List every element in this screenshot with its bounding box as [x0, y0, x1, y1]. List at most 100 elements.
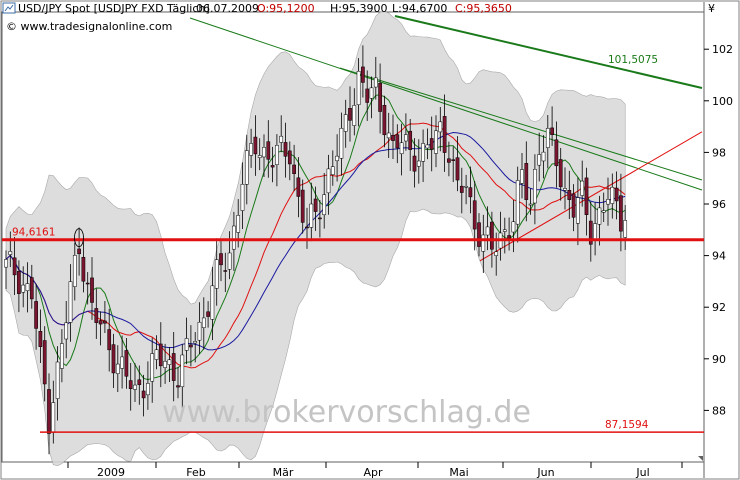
candle-body	[60, 343, 64, 369]
candle-body	[477, 222, 481, 247]
candle-body	[137, 379, 142, 385]
candle-body	[558, 159, 563, 188]
candle-body	[335, 155, 339, 162]
candle-body	[326, 168, 331, 194]
candle-body	[623, 220, 628, 238]
candle-body	[257, 155, 262, 158]
candle-body	[111, 344, 116, 374]
x-tick-label: 2009	[97, 466, 125, 479]
candle-body	[107, 329, 112, 351]
candle-body	[365, 88, 370, 103]
candle-body	[472, 200, 477, 230]
candle-body	[34, 301, 38, 329]
candle-body	[51, 402, 56, 433]
candle-body	[103, 320, 107, 324]
candle-body	[541, 151, 546, 162]
high-value: H:95,3900	[330, 2, 387, 15]
candle-body	[545, 128, 550, 148]
candle-body	[610, 187, 615, 204]
candle-body	[12, 257, 17, 276]
candle-body	[520, 169, 524, 184]
candle-body	[270, 165, 275, 168]
candle-body	[42, 340, 47, 385]
candle-body	[296, 177, 301, 197]
candle-body	[72, 255, 77, 287]
source-label: © www.tradesignalonline.com	[6, 20, 172, 33]
candle-body	[300, 189, 305, 223]
x-tick-label: Jun	[536, 466, 554, 479]
x-tick-label: Mai	[449, 466, 468, 479]
y-tick-label: 102	[712, 43, 733, 56]
candle-body	[584, 177, 589, 216]
trendline-label: 101,5075	[608, 54, 658, 66]
candle-body	[576, 197, 580, 224]
candle-body	[434, 130, 438, 154]
candle-body	[17, 270, 21, 294]
quote-date: 06.07.2009	[196, 2, 259, 15]
y-tick-label: 90	[712, 353, 726, 366]
candle-body	[232, 225, 236, 250]
candle-body	[429, 138, 434, 150]
candle-body	[451, 159, 456, 161]
candle-body	[438, 121, 443, 133]
chart-icon-glyph	[4, 4, 14, 12]
candle-body	[563, 188, 567, 191]
candle-body	[305, 226, 309, 229]
candle-body	[601, 210, 606, 213]
candle-body	[528, 203, 533, 206]
candle-body	[29, 277, 34, 300]
candle-body	[348, 108, 352, 121]
instrument-name: USD/JPY Spot [USDJPY FXD Täglich]	[18, 2, 210, 15]
candle-body	[266, 141, 271, 160]
marker-ellipse	[74, 228, 84, 248]
candle-body	[38, 330, 43, 347]
candle-body	[4, 259, 8, 268]
candle-body	[361, 66, 365, 83]
candle-body	[580, 180, 585, 196]
candle-body	[421, 143, 425, 162]
candle-body	[386, 132, 391, 139]
candle-body	[571, 193, 576, 218]
y-tick-label: 94	[712, 250, 726, 263]
y-tick-label: 88	[712, 404, 726, 417]
x-tick-label: Jul	[635, 466, 649, 479]
candle-body	[309, 203, 314, 228]
candle-body	[352, 105, 357, 126]
candle-body	[619, 195, 623, 232]
candle-body	[210, 285, 215, 320]
candle-body	[485, 226, 490, 236]
candle-body	[614, 187, 619, 202]
candle-body	[167, 359, 172, 365]
candle-body	[171, 353, 176, 381]
candle-body	[322, 194, 327, 216]
candle-body	[240, 184, 245, 211]
candle-body	[227, 252, 232, 270]
watermark: www.brokervorschlag.de	[162, 395, 531, 430]
candle-body	[459, 185, 464, 193]
candle-body	[606, 199, 610, 205]
currency-symbol: ¥	[708, 2, 715, 15]
candle-body	[81, 256, 86, 282]
candle-body	[447, 158, 451, 163]
candles	[4, 45, 628, 455]
x-tick-label: Mär	[273, 466, 294, 479]
candle-body	[176, 385, 180, 388]
y-tick-label: 96	[712, 198, 726, 211]
trendline-channel	[394, 15, 703, 89]
candle-body	[399, 142, 404, 155]
level-label: 94,6161	[12, 227, 55, 239]
candle-body	[146, 383, 150, 396]
candle-body	[141, 390, 146, 399]
x-tick-label: Feb	[186, 466, 205, 479]
candle-body	[455, 157, 460, 181]
candle-body	[343, 114, 348, 132]
candle-body	[511, 221, 516, 233]
candle-body	[507, 235, 511, 239]
candle-body	[197, 321, 202, 341]
candle-body	[404, 134, 408, 142]
candle-body	[356, 70, 361, 105]
candle-body	[524, 163, 529, 200]
y-tick-label: 100	[712, 95, 733, 108]
candle-body	[128, 380, 133, 389]
